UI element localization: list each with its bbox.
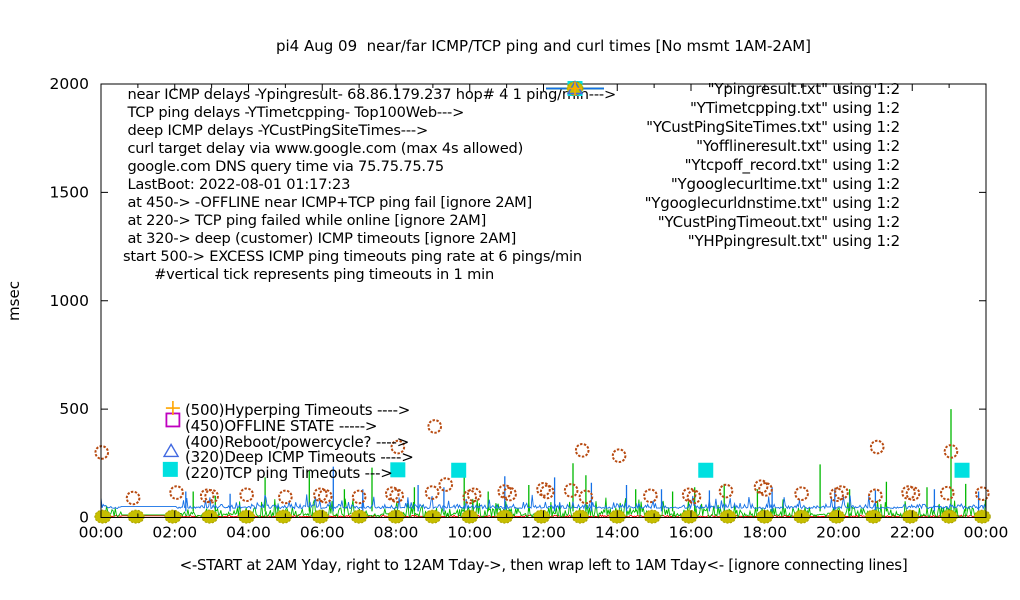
plot-annotation-text: (220)TCP ping Timeouts ---> [185, 464, 393, 482]
series-Ygooglecurltime.txt [94, 419, 990, 506]
series-YCustPingTimeout.txt [162, 443, 180, 458]
legend-entry: "YCustPingTimeout.txt" using 1:2 [540, 80, 976, 231]
axis-ticks [100, 83, 987, 518]
annotation-line: #vertical tick represents ping timeouts … [123, 266, 494, 283]
legend-entry: "YCustPingSiteTimes.txt" using 1:2 [540, 87, 976, 136]
x-tick-label: 12:00 [521, 524, 566, 542]
legend: "Ypingresult.txt" using 1:2 "YTimetcpping… [540, 79, 976, 250]
series-YHPpingresult.txt [165, 401, 180, 416]
legend-entry-label: "Yofflineresult.txt" using 1:2 [696, 136, 900, 155]
legend-entry: "YHPpingresult.txt" using 1:2 [540, 81, 976, 250]
x-tick-label: 10:00 [447, 524, 492, 542]
series-Ytcpoff_record.txt [162, 461, 970, 478]
x-tick-label: 16:00 [669, 524, 714, 542]
legend-entry-label: "YCustPingSiteTimes.txt" using 1:2 [646, 117, 900, 136]
x-tick-label: 06:00 [300, 524, 345, 542]
legend-entry-label: "Ygooglecurltime.txt" using 1:2 [670, 174, 900, 193]
legend-entry: "Ygooglecurltime.txt" using 1:2 [540, 81, 976, 193]
annotation-line: start 500-> EXCESS ICMP ping timeouts pi… [123, 248, 582, 265]
legend-entry-label: "Ytcpoff_record.txt" using 1:2 [684, 155, 901, 174]
y-tick-label: 1500 [50, 183, 89, 201]
y-tick-label: 500 [59, 400, 89, 418]
series-Yofflineresult.txt [165, 412, 181, 428]
legend-entry-label: "YCustPingTimeout.txt" using 1:2 [657, 212, 900, 231]
series-YCustPingSiteTimes.txt [100, 494, 986, 511]
x-tick-label: 20:00 [816, 524, 861, 542]
x-tick-label: 00:00 [79, 524, 124, 542]
annotation-line: LastBoot: 2022-08-01 01:17:23 [123, 176, 351, 193]
plot-annotation-text: (500)Hyperping Timeouts ----> [185, 401, 411, 419]
square-open-legend-swatch [567, 81, 976, 155]
circle-open-legend-swatch [567, 81, 976, 193]
circle-filled-legend-swatch [566, 81, 976, 212]
x-tick-label: 02:00 [152, 524, 197, 542]
series-Ygooglecurldnstime.txt [94, 509, 991, 524]
x-tick-label: 00:00 [964, 524, 1009, 542]
annotation-line: deep ICMP delays -YCustPingSiteTimes---> [123, 122, 429, 139]
annotation-line: google.com DNS query time via 75.75.75.7… [123, 158, 445, 175]
annotation-line: at 320-> deep (customer) ICMP timeouts [… [123, 230, 517, 247]
plot-annotation-text: (320)Deep ICMP Timeouts ----> [185, 448, 414, 466]
chart-title: pi4 Aug 09 near/far ICMP/TCP ping and cu… [275, 37, 811, 55]
x-tick-label: 14:00 [595, 524, 640, 542]
y-tick-label: 1000 [50, 292, 89, 310]
y-tick-label: 0 [79, 509, 89, 527]
x-tick-label: 18:00 [742, 524, 787, 542]
legend-entry-label: "Ygooglecurldnstime.txt" using 1:2 [644, 193, 901, 212]
annotation-line: near ICMP delays -Ypingresult- 68.86.179… [123, 86, 617, 103]
legend-entry-label: "YTimetcpping.txt" using 1:2 [689, 98, 900, 117]
legend-entry: "Ygooglecurldnstime.txt" using 1:2 [540, 81, 976, 212]
legend-entry: "Ytcpoff_record.txt" using 1:2 [540, 81, 976, 174]
legend-entry: "Yofflineresult.txt" using 1:2 [540, 81, 976, 155]
line-legend-swatch [546, 87, 976, 117]
annotation-line: at 220-> TCP ping failed while online [i… [123, 212, 487, 229]
y-tick-label: 2000 [50, 75, 89, 93]
annotation-block: near ICMP delays -Ypingresult- 68.86.179… [123, 86, 616, 284]
line-legend-swatch [546, 79, 976, 98]
y-axis-label: msec [5, 281, 23, 321]
triangle-open-legend-swatch [566, 80, 976, 231]
x-axis-label: <-START at 2AM Yday, right to 12AM Tday-… [179, 556, 908, 574]
plot-annotation-text: (400)Reboot/powercycle? ----> [185, 433, 410, 451]
legend-entry-label: "Ypingresult.txt" using 1:2 [707, 79, 901, 98]
legend-entry: "YTimetcpping.txt" using 1:2 [540, 87, 976, 117]
square-filled-legend-swatch [567, 81, 976, 174]
x-tick-label: 04:00 [226, 524, 271, 542]
x-tick-label: 08:00 [374, 524, 419, 542]
plot-annotation-text: (450)OFFLINE STATE -----> [185, 417, 378, 435]
plus-legend-swatch [568, 81, 976, 250]
annotation-line: at 450-> -OFFLINE near ICMP+TCP ping fai… [123, 194, 533, 211]
annotation-line: TCP ping delays -YTimetcpping- Top100Web… [123, 104, 465, 121]
x-tick-label: 22:00 [890, 524, 935, 542]
line-legend-swatch [546, 87, 976, 136]
legend-entry-label: "YHPpingresult.txt" using 1:2 [687, 231, 900, 250]
annotation-line: curl target delay via www.google.com (ma… [123, 140, 524, 157]
